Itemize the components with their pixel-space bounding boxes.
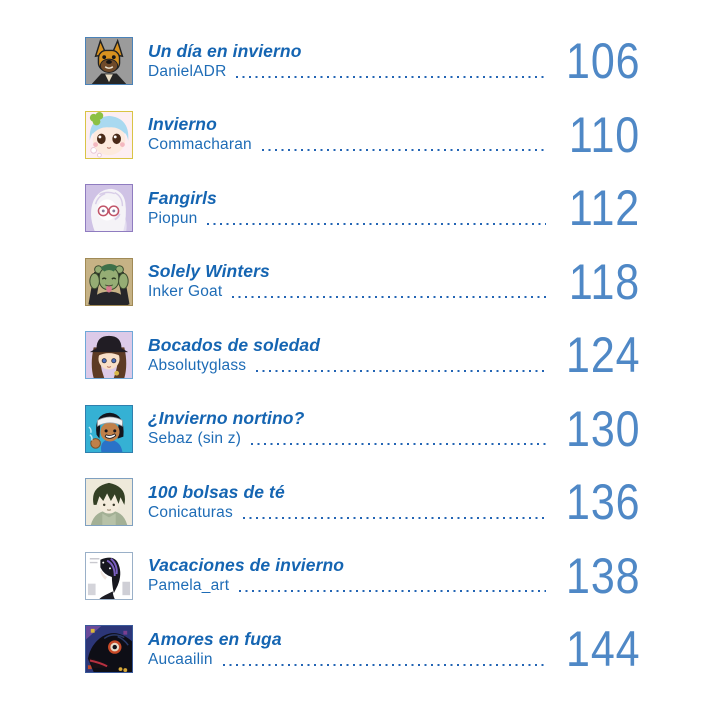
entry-author: Absolutyglass [148, 356, 247, 374]
page-number: 144 [566, 621, 641, 677]
entry-author: Piopun [148, 209, 198, 227]
toc-entry[interactable]: Vacaciones de invierno Pamela_art 138 [85, 547, 641, 604]
entry-author: Conicaturas [148, 503, 233, 521]
page-number: 106 [566, 33, 641, 89]
entry-title: Bocados de soledad [148, 334, 320, 355]
dotted-leader [207, 222, 546, 225]
dotted-leader [261, 149, 546, 151]
entry-author: Inker Goat [148, 283, 223, 300]
toc-entry[interactable]: Bocados de soledad Absolutyglass 124 [85, 327, 641, 383]
headband-boy-avatar [85, 404, 133, 453]
entry-title: Fangirls [148, 187, 217, 208]
entry-author: DanielADR [148, 62, 227, 80]
dotted-leader [242, 516, 546, 519]
dotted-leader [251, 443, 546, 445]
entry-title: Un día en invierno [148, 40, 302, 61]
toc-entry[interactable]: Invierno Commacharan 110 [85, 106, 640, 163]
entry-title: Solely Winters [148, 261, 270, 281]
goat-character-avatar [85, 257, 133, 306]
green-haired-boy-avatar [85, 478, 133, 526]
entry-author: Aucaailin [148, 650, 213, 668]
dotted-leader [222, 663, 546, 666]
blue-haired-girl-avatar [85, 110, 133, 159]
entry-title: 100 bolsas de té [148, 481, 285, 502]
entry-title: Vacaciones de invierno [148, 555, 345, 575]
dotted-leader [239, 590, 546, 592]
entry-title: ¿Invierno nortino? [148, 408, 305, 428]
toc-entry[interactable]: ¿Invierno nortino? Sebaz (sin z) 130 [85, 400, 641, 457]
entry-author: Pamela_art [148, 577, 230, 594]
toc-entry[interactable]: Amores en fuga Aucaailin 144 [85, 621, 641, 677]
page-number: 124 [566, 327, 641, 383]
dotted-leader [256, 369, 546, 372]
crow-avatar [85, 625, 133, 673]
dotted-leader [236, 75, 546, 78]
page-number: 110 [568, 106, 640, 163]
page-number: 118 [568, 253, 640, 310]
entry-author: Commacharan [148, 136, 252, 153]
page-number: 130 [566, 400, 641, 457]
page-number: 138 [566, 547, 641, 604]
toc-entry[interactable]: 100 bolsas de té Conicaturas 136 [85, 474, 641, 530]
page-number: 112 [568, 180, 640, 236]
entry-title: Amores en fuga [148, 628, 282, 649]
white-haired-glasses-avatar [85, 184, 133, 232]
page-number: 136 [566, 474, 641, 530]
entry-author: Sebaz (sin z) [148, 430, 242, 447]
bucket-hat-girl-avatar [85, 331, 133, 379]
purple-streak-sketch-avatar [85, 551, 133, 600]
kangaroo-character-avatar [85, 37, 133, 85]
toc-entry[interactable]: Un día en invierno DanielADR 106 [85, 33, 641, 89]
toc-entry[interactable]: Fangirls Piopun 112 [85, 180, 640, 236]
table-of-contents: Un día en invierno DanielADR 106 [85, 33, 641, 677]
toc-entry[interactable]: Solely Winters Inker Goat 118 [85, 253, 640, 310]
dotted-leader [232, 296, 546, 298]
entry-title: Invierno [148, 114, 217, 134]
